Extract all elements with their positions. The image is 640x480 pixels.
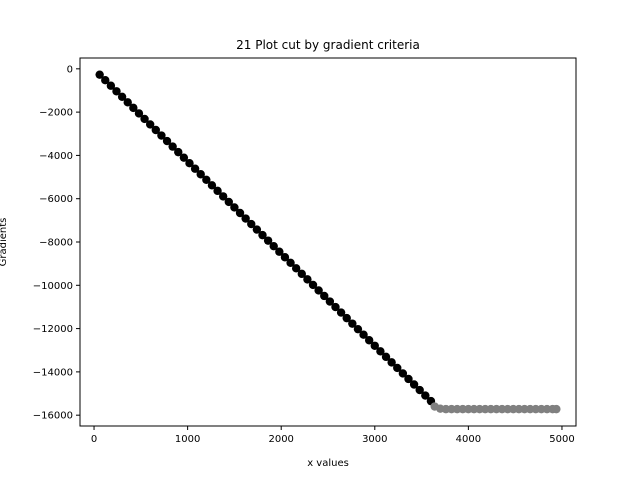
data-point <box>308 280 318 290</box>
x-tick-label: 5000 <box>549 434 574 445</box>
data-point <box>320 291 329 301</box>
data-point <box>134 109 144 118</box>
data-point <box>552 404 561 414</box>
data-point <box>168 142 177 151</box>
data-point <box>280 253 290 262</box>
y-tick-label: −6000 <box>39 194 73 205</box>
data-point <box>224 197 233 207</box>
data-point <box>364 336 374 345</box>
data-point <box>359 330 368 339</box>
data-point <box>179 153 189 162</box>
data-point <box>263 236 273 245</box>
data-point <box>348 319 357 328</box>
data-point <box>404 374 413 384</box>
data-point <box>393 363 402 373</box>
data-point <box>252 225 262 234</box>
data-point <box>230 203 239 212</box>
data-point <box>314 286 323 295</box>
data-point <box>95 70 104 79</box>
data-point <box>398 369 408 378</box>
data-point <box>101 76 110 85</box>
data-point <box>140 114 149 124</box>
data-point <box>342 313 351 323</box>
data-point <box>258 230 267 240</box>
data-point <box>409 380 419 389</box>
y-tick-label: −14000 <box>33 367 73 378</box>
data-point <box>325 297 335 306</box>
data-point <box>213 186 222 196</box>
data-point <box>117 92 127 101</box>
data-point <box>190 164 200 173</box>
x-axis-label: x values <box>307 458 349 469</box>
data-point <box>269 241 278 251</box>
y-axis: 0 −2000 −4000 −6000 −8000 −10000 −12000 −14000 −… <box>33 64 80 422</box>
data-point <box>303 275 312 284</box>
data-point <box>218 192 228 201</box>
data-point <box>145 120 155 129</box>
x-tick-label: 0 <box>91 434 97 445</box>
data-point <box>336 308 346 317</box>
data-point <box>297 269 306 279</box>
y-tick-label: −12000 <box>33 324 73 335</box>
data-point <box>286 258 295 267</box>
x-tick-label: 1000 <box>175 434 200 445</box>
data-point <box>162 136 172 146</box>
x-tick-label: 2000 <box>268 434 293 445</box>
chart-title: 21 Plot cut by gradient criteria <box>236 38 420 52</box>
data-point <box>241 214 250 223</box>
x-tick-label: 4000 <box>456 434 481 445</box>
plot-area-frame <box>79 57 577 427</box>
data-point <box>381 352 391 362</box>
data-point <box>353 324 363 334</box>
data-point <box>291 264 301 273</box>
data-point <box>275 247 284 256</box>
data-point <box>123 98 132 107</box>
data-point <box>207 181 217 190</box>
data-point <box>106 81 116 90</box>
y-axis-label: Gradients <box>0 218 9 267</box>
data-point <box>387 358 396 367</box>
data-point <box>157 131 166 140</box>
data-point <box>421 391 430 400</box>
data-point <box>185 158 194 168</box>
data-points <box>95 70 561 414</box>
data-point <box>174 147 183 157</box>
data-point <box>235 208 245 218</box>
data-point <box>415 385 424 395</box>
data-point <box>370 341 379 350</box>
data-point <box>196 170 205 179</box>
y-tick-label: −2000 <box>39 108 73 119</box>
data-point <box>202 175 211 184</box>
data-point <box>129 103 138 113</box>
y-tick-label: 0 <box>67 64 73 75</box>
x-axis: 0 1000 2000 3000 4000 5000 <box>91 426 575 445</box>
y-tick-label: −8000 <box>39 238 73 249</box>
y-tick-label: −4000 <box>39 151 73 162</box>
data-point <box>247 219 256 229</box>
data-point <box>331 302 340 312</box>
y-tick-label: −16000 <box>33 411 73 422</box>
data-point <box>151 125 161 135</box>
x-tick-label: 3000 <box>362 434 387 445</box>
data-point <box>112 87 121 96</box>
y-tick-label: −10000 <box>33 281 73 292</box>
data-point <box>376 347 385 356</box>
